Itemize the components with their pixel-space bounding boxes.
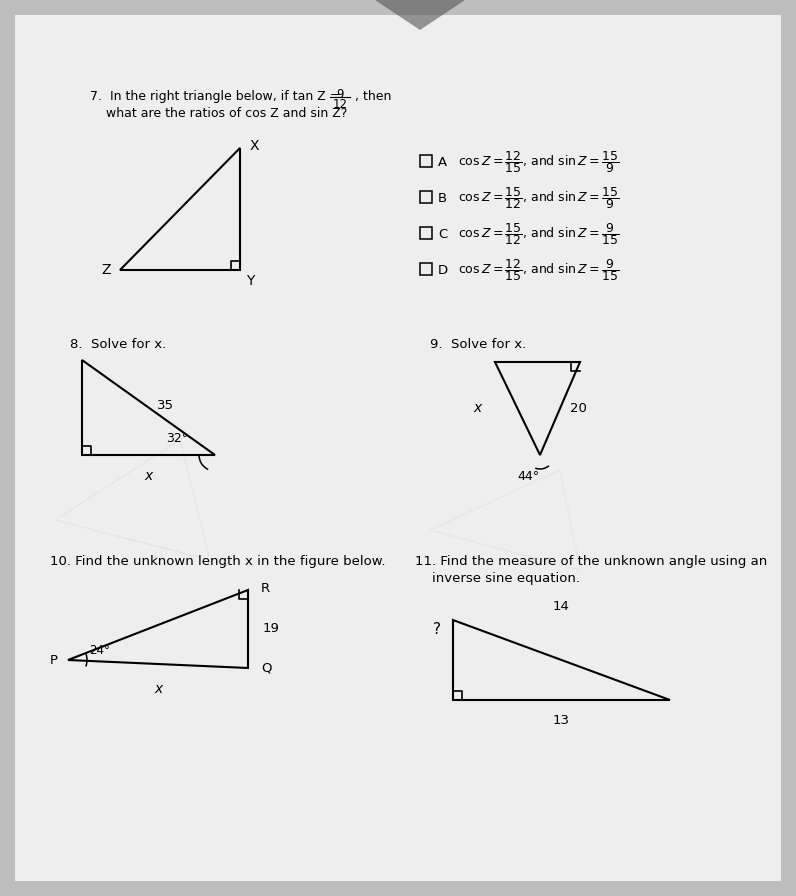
Bar	[420, 191, 432, 203]
Text: Y: Y	[246, 274, 255, 288]
Text: B: B	[438, 192, 447, 204]
Text: Z: Z	[101, 263, 111, 277]
Text: ?: ?	[433, 623, 441, 637]
Text: 19: 19	[263, 623, 280, 635]
Text: x: x	[144, 469, 153, 483]
Text: 14: 14	[553, 599, 570, 613]
Text: 9.  Solve for x.: 9. Solve for x.	[430, 338, 526, 351]
Text: 44°: 44°	[517, 470, 539, 483]
Text: 12: 12	[333, 98, 348, 111]
Text: 24°: 24°	[90, 643, 111, 657]
Text: 32°: 32°	[166, 433, 188, 445]
Polygon shape	[375, 0, 465, 30]
Text: 9: 9	[336, 88, 344, 101]
Text: x: x	[473, 401, 481, 416]
Text: Q: Q	[261, 661, 271, 675]
FancyBboxPatch shape	[15, 15, 781, 881]
Text: A: A	[438, 156, 447, 168]
Text: C: C	[438, 228, 447, 240]
Text: 7.  In the right triangle below, if tan Z =: 7. In the right triangle below, if tan Z…	[90, 90, 345, 103]
Text: R: R	[261, 582, 270, 595]
Text: 8.  Solve for x.: 8. Solve for x.	[70, 338, 166, 351]
Bar	[420, 263, 432, 275]
Text: $\mathrm{cos}\,Z = \dfrac{15}{12}$, and $\mathrm{sin}\,Z = \dfrac{9}{15}$: $\mathrm{cos}\,Z = \dfrac{15}{12}$, and …	[458, 221, 619, 247]
Text: $\mathrm{cos}\,Z = \dfrac{15}{12}$, and $\mathrm{sin}\,Z = \dfrac{15}{9}$: $\mathrm{cos}\,Z = \dfrac{15}{12}$, and …	[458, 185, 619, 211]
Text: $\mathrm{cos}\,Z = \dfrac{12}{15}$, and $\mathrm{sin}\,Z = \dfrac{15}{9}$: $\mathrm{cos}\,Z = \dfrac{12}{15}$, and …	[458, 149, 619, 175]
Text: inverse sine equation.: inverse sine equation.	[415, 572, 580, 585]
Text: 35: 35	[157, 399, 174, 412]
Text: x: x	[154, 682, 162, 696]
Text: 10. Find the unknown length x in the figure below.: 10. Find the unknown length x in the fig…	[50, 555, 385, 568]
Text: 20: 20	[570, 402, 587, 415]
Text: 11. Find the measure of the unknown angle using an: 11. Find the measure of the unknown angl…	[415, 555, 767, 568]
Text: X: X	[250, 139, 259, 153]
Text: what are the ratios of cos Z and sin Z?: what are the ratios of cos Z and sin Z?	[90, 107, 347, 120]
Bar	[420, 227, 432, 239]
Text: P: P	[50, 653, 58, 667]
Bar	[420, 155, 432, 167]
Text: 13: 13	[553, 714, 570, 727]
Text: D: D	[438, 263, 448, 277]
Text: , then: , then	[355, 90, 392, 103]
Text: $\mathrm{cos}\,Z = \dfrac{12}{15}$, and $\mathrm{sin}\,Z = \dfrac{9}{15}$: $\mathrm{cos}\,Z = \dfrac{12}{15}$, and …	[458, 257, 619, 283]
